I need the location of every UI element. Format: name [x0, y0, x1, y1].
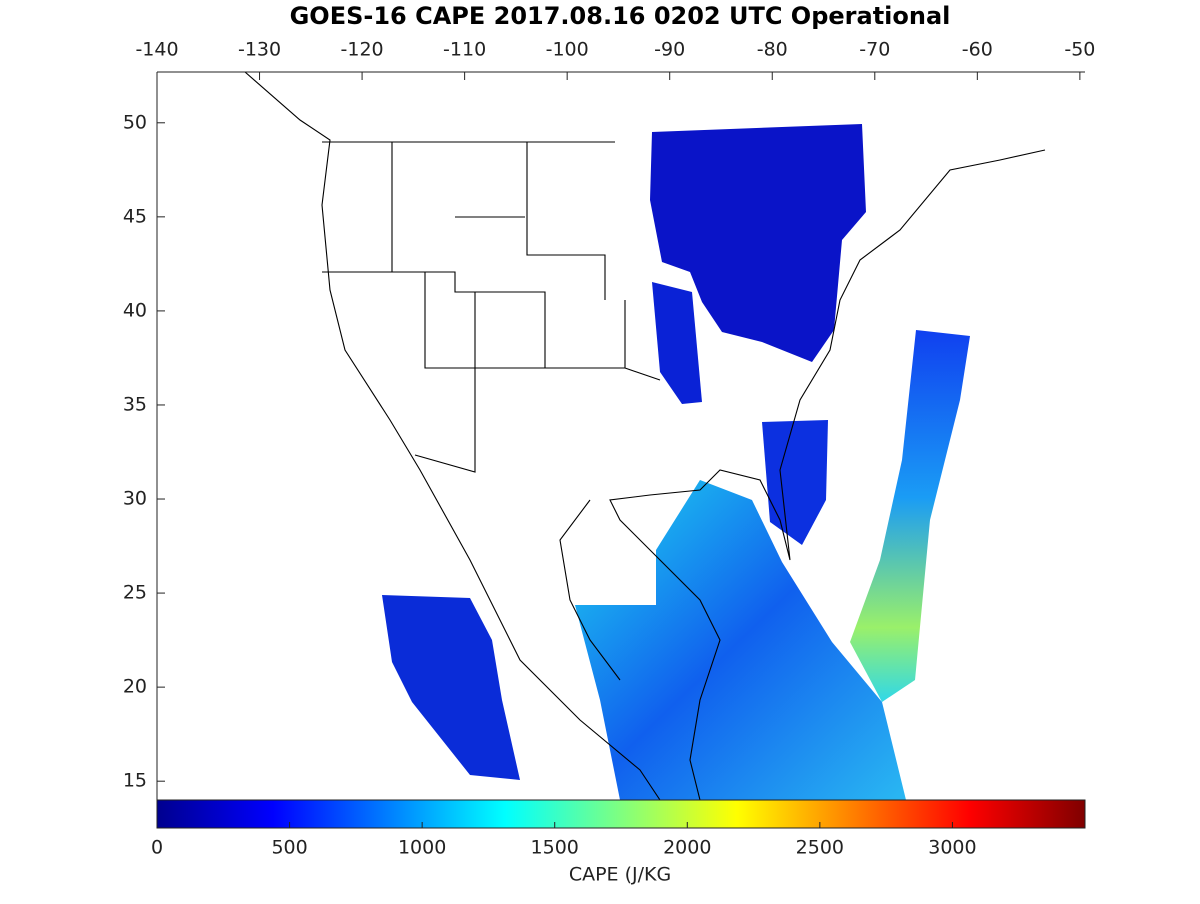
x-tick-label: -60: [962, 39, 993, 61]
cape-region: [850, 330, 970, 702]
cape-region: [762, 420, 828, 545]
cape-region: [575, 480, 906, 800]
colorbar-tick-label: 500: [271, 837, 307, 859]
y-tick-label: 15: [123, 770, 147, 792]
colorbar-tick-label: 2000: [663, 837, 711, 859]
y-tick-label: 40: [123, 299, 147, 321]
cape-region: [382, 595, 520, 780]
y-tick-label: 25: [123, 582, 147, 604]
x-tick-label: -120: [341, 39, 384, 61]
cape-region: [650, 124, 866, 362]
x-tick-label: -90: [654, 39, 685, 61]
x-tick-label: -110: [443, 39, 486, 61]
map-area: [244, 72, 1046, 800]
x-tick-label: -100: [546, 39, 589, 61]
y-tick-label: 20: [123, 676, 147, 698]
y-tick-label: 30: [123, 488, 147, 510]
colorbar-label: CAPE (J/KG: [569, 864, 671, 886]
y-tick-label: 45: [123, 205, 147, 227]
state-borders: [322, 141, 661, 473]
title: GOES-16 CAPE 2017.08.16 0202 UTC Operati…: [290, 2, 951, 30]
colorbar-tick-label: 2500: [796, 837, 844, 859]
x-tick-label: -140: [135, 39, 178, 61]
colorbar-tick-label: 1500: [531, 837, 579, 859]
coastline: [244, 72, 1046, 800]
colorbar-tick-label: 3000: [928, 837, 976, 859]
colorbar-tick-label: 0: [151, 837, 163, 859]
x-tick-label: -70: [859, 39, 890, 61]
y-tick-label: 35: [123, 393, 147, 415]
x-tick-label: -130: [238, 39, 281, 61]
colorbar: [156, 799, 1086, 829]
cape-region: [652, 282, 702, 404]
colorbar-tick-label: 1000: [398, 837, 446, 859]
y-tick-label: 50: [123, 111, 147, 133]
x-tick-label: -80: [757, 39, 788, 61]
x-tick-label: -50: [1064, 39, 1095, 61]
